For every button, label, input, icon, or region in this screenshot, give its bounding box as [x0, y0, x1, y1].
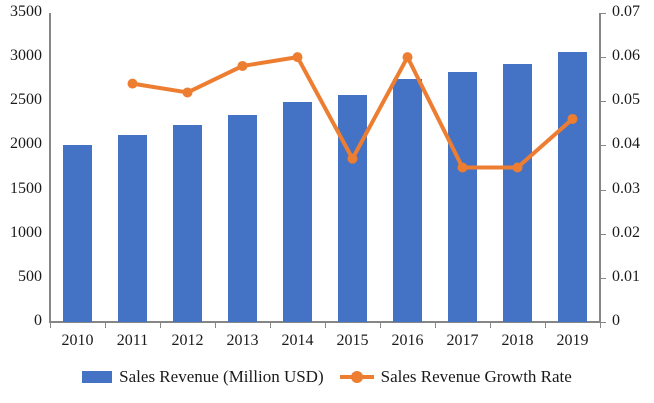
bar-2019 — [558, 51, 587, 322]
bar-2018 — [503, 64, 532, 322]
right-axis-tick-0.02: 0.02 — [612, 223, 640, 241]
right-axis-tick-0.07: 0.07 — [612, 3, 640, 20]
growth-rate-marker-2011 — [127, 78, 138, 89]
growth-rate-marker-2015 — [347, 153, 358, 164]
right-axis-tick-mark — [601, 13, 606, 14]
bar-2013 — [228, 114, 257, 322]
bar-2012 — [173, 125, 202, 322]
right-axis-tick-mark — [601, 322, 606, 323]
category-tick-mark — [215, 323, 216, 328]
right-axis-tick-mark — [601, 145, 606, 147]
legend-label-growth-rate: Sales Revenue Growth Rate — [380, 367, 572, 386]
left-axis-line — [49, 13, 51, 323]
category-label-2010: 2010 — [61, 332, 94, 349]
right-axis-tick-0.03: 0.03 — [612, 179, 640, 197]
left-axis-tick-1000: 1000 — [10, 223, 42, 241]
right-axis-tick-mark — [601, 101, 606, 103]
right-axis-tick-0.01: 0.01 — [612, 267, 640, 285]
line-series — [127, 52, 578, 173]
category-label-2016: 2016 — [391, 332, 424, 349]
category-label-2013: 2013 — [226, 332, 259, 349]
left-axis-tick-500: 500 — [18, 267, 42, 285]
right-axis-tick-mark — [601, 277, 606, 279]
legend-label-sales-revenue: Sales Revenue (Million USD) — [119, 367, 324, 386]
category-tick-mark — [105, 323, 106, 328]
category-tick-mark — [380, 323, 381, 328]
left-axis-tick-3000: 3000 — [10, 47, 42, 65]
growth-rate-marker-2014 — [292, 52, 303, 63]
right-axis-tick-0.05: 0.05 — [612, 91, 640, 109]
category-axis-line — [49, 321, 601, 323]
category-tick-mark — [270, 323, 271, 328]
category-label-2011: 2011 — [116, 332, 149, 349]
left-axis-tick-1500: 1500 — [10, 179, 42, 197]
bar-2010 — [63, 144, 92, 322]
category-label-2014: 2014 — [281, 332, 314, 349]
growth-rate-marker-2013 — [237, 60, 248, 71]
category-tick-mark — [490, 323, 491, 328]
line-dot-swatch-icon — [339, 371, 374, 383]
growth-rate-marker-2016 — [402, 52, 413, 63]
bar-2014 — [283, 102, 312, 322]
category-tick-mark — [50, 323, 51, 328]
right-axis-tick-mark — [601, 189, 606, 191]
right-axis-line — [599, 13, 601, 323]
bar-2011 — [118, 134, 147, 322]
category-tick-mark — [160, 323, 161, 328]
category-label-2019: 2019 — [556, 332, 589, 349]
right-axis-tick-0: 0 — [612, 312, 620, 329]
bar-2016 — [393, 79, 422, 322]
growth-rate-line — [130, 55, 575, 170]
plot-area — [50, 13, 600, 322]
right-axis-tick-mark — [601, 233, 606, 235]
right-axis-tick-0.06: 0.06 — [612, 47, 640, 65]
left-axis-tick-0: 0 — [34, 312, 42, 329]
right-axis-tick-mark — [601, 57, 606, 59]
right-axis-tick-0.04: 0.04 — [612, 135, 640, 153]
left-axis-tick-2500: 2500 — [10, 91, 42, 109]
legend-item-growth-rate: Sales Revenue Growth Rate — [339, 367, 572, 386]
growth-rate-marker-2018 — [512, 162, 523, 173]
category-label-2018: 2018 — [501, 332, 534, 349]
category-label-2015: 2015 — [336, 332, 369, 349]
category-label-2017: 2017 — [446, 332, 479, 349]
category-tick-mark — [325, 323, 326, 328]
bar-swatch-icon — [82, 371, 113, 383]
chart-legend: Sales Revenue (Million USD) Sales Revenu… — [0, 368, 654, 386]
left-axis-tick-3500: 3500 — [10, 3, 42, 20]
left-axis-tick-2000: 2000 — [10, 135, 42, 153]
growth-rate-marker-2017 — [457, 162, 468, 173]
category-tick-mark — [600, 323, 601, 328]
category-label-2012: 2012 — [171, 332, 204, 349]
legend-item-sales-revenue: Sales Revenue (Million USD) — [82, 367, 324, 386]
bar-2015 — [338, 95, 367, 322]
category-tick-mark — [435, 323, 436, 328]
bar-2017 — [448, 72, 477, 322]
growth-rate-marker-2019 — [567, 113, 578, 124]
category-tick-mark — [545, 323, 546, 328]
growth-rate-marker-2012 — [182, 87, 193, 98]
